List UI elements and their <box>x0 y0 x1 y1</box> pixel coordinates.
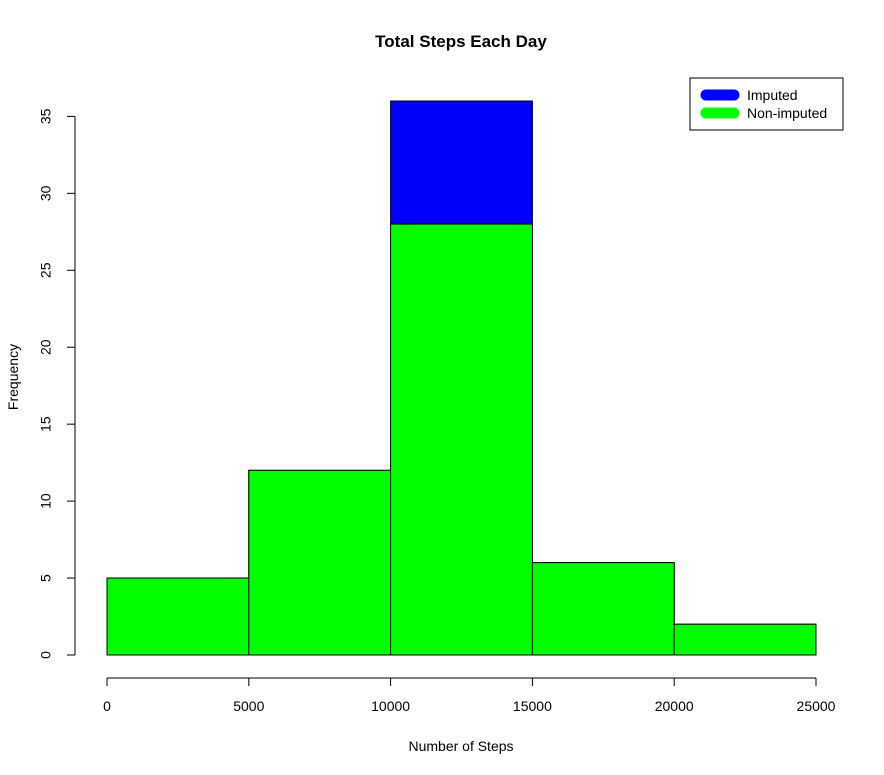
y-tick-label: 15 <box>38 416 54 432</box>
chart-title: Total Steps Each Day <box>375 32 547 51</box>
x-axis-label: Number of Steps <box>408 738 513 754</box>
x-axis: 0 5000 10000 15000 20000 25000 <box>103 677 836 714</box>
bar-non-imputed-4 <box>673 623 817 656</box>
y-axis: 0 5 10 15 20 25 30 35 <box>38 108 76 659</box>
x-tick-label: 20000 <box>655 698 694 714</box>
x-tick-label: 25000 <box>797 698 836 714</box>
legend-label: Non-imputed <box>747 105 827 121</box>
legend: Imputed Non-imputed <box>689 77 844 131</box>
legend-label: Imputed <box>747 87 798 103</box>
bars-layer <box>106 100 817 656</box>
y-tick-label: 20 <box>38 339 54 355</box>
y-tick-label: 0 <box>38 651 54 659</box>
y-tick-label: 30 <box>38 185 54 201</box>
y-axis-label: Frequency <box>5 344 21 410</box>
legend-box <box>689 77 844 131</box>
y-tick-label: 35 <box>38 108 54 124</box>
x-tick-label: 15000 <box>513 698 552 714</box>
x-tick-label: 5000 <box>233 698 264 714</box>
x-tick-label: 0 <box>103 698 111 714</box>
bar-non-imputed-3 <box>531 562 675 656</box>
bar-non-imputed-1 <box>248 469 392 656</box>
bar-non-imputed-2 <box>390 223 533 656</box>
y-tick-label: 5 <box>38 574 54 582</box>
bar-non-imputed-0 <box>106 577 250 656</box>
y-tick-label: 10 <box>38 493 54 509</box>
x-tick-label: 10000 <box>371 698 410 714</box>
y-tick-label: 25 <box>38 262 54 278</box>
